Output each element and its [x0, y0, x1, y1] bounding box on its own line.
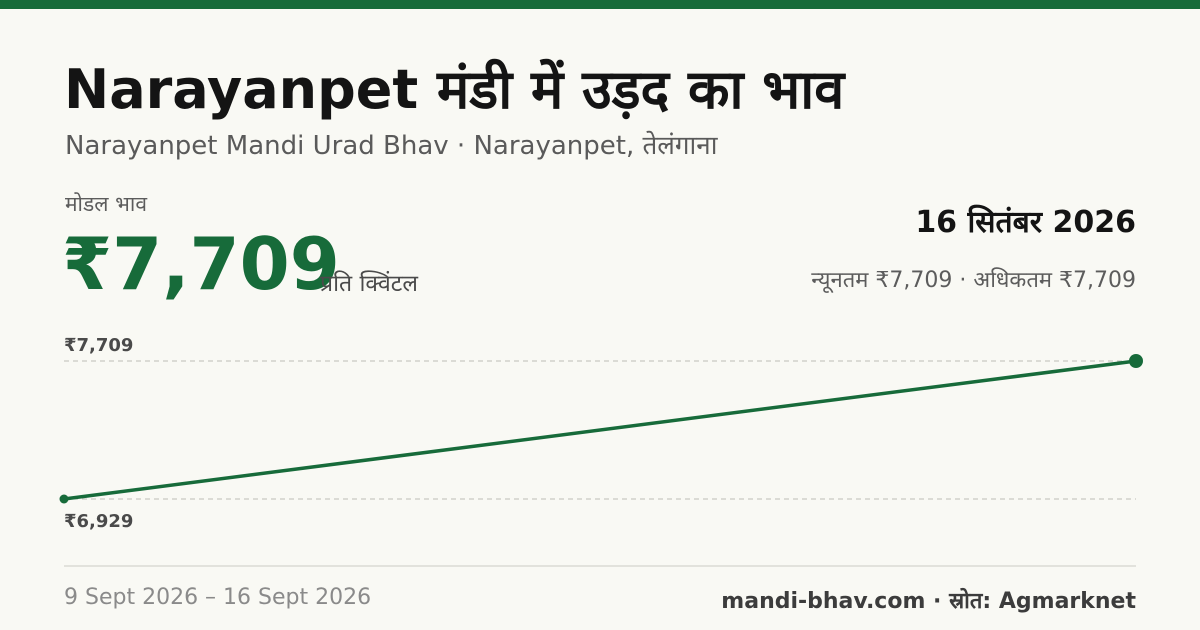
data-source: स्रोत: Agmarknet — [949, 589, 1136, 614]
price-date: 16 सितंबर 2026 — [915, 205, 1136, 240]
price-unit: प्रति क्विंटल — [320, 271, 418, 297]
page-subtitle: Narayanpet Mandi Urad Bhav · Narayanpet,… — [65, 131, 718, 161]
footer-divider — [64, 565, 1136, 567]
y-tick-label-max: ₹7,709 — [64, 335, 133, 356]
min-max-prices: न्यूनतम ₹7,709 · अधिकतम ₹7,709 — [811, 268, 1136, 293]
data-point — [59, 494, 69, 504]
top-accent-bar — [0, 0, 1200, 9]
price-trend-chart: ₹7,709 ₹6,929 — [59, 335, 1143, 532]
page-title: Narayanpet मंडी में उड़द का भाव — [64, 58, 845, 121]
price-value: ₹7,709 — [62, 222, 340, 306]
series-line — [62, 359, 1138, 501]
data-point-latest — [1129, 354, 1143, 368]
price-label: मोडल भाव — [65, 192, 148, 216]
site-name: mandi-bhav.com — [721, 589, 926, 614]
footer-credit: mandi-bhav.com · स्रोत: Agmarknet — [721, 589, 1136, 614]
date-range: 9 Sept 2026 – 16 Sept 2026 — [64, 585, 372, 610]
y-tick-label-min: ₹6,929 — [64, 511, 133, 532]
